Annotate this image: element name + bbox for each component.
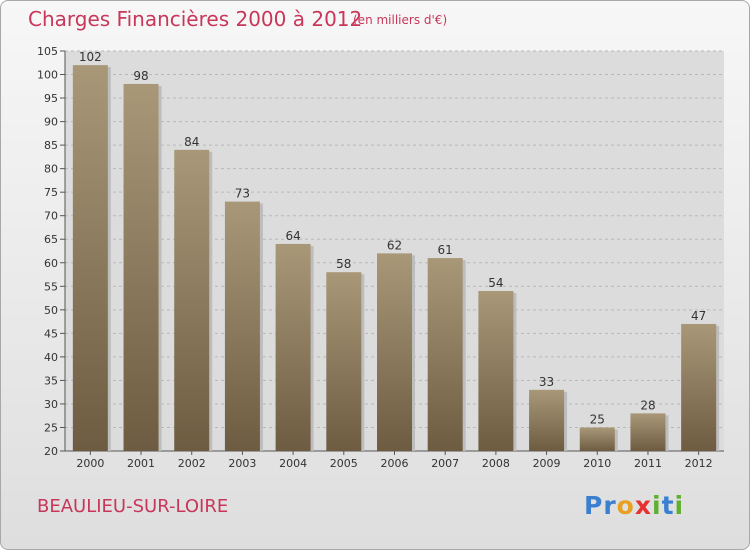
y-tick-label: 60 bbox=[44, 257, 58, 270]
bar bbox=[630, 413, 666, 451]
x-tick-label: 2001 bbox=[127, 457, 155, 470]
y-tick-label: 55 bbox=[44, 280, 58, 293]
bar-value-label: 64 bbox=[285, 229, 300, 243]
x-tick-label: 2012 bbox=[685, 457, 713, 470]
bar-value-label: 58 bbox=[336, 257, 351, 271]
chart-title: Charges Financières 2000 à 2012 bbox=[28, 7, 363, 31]
bar-value-label: 102 bbox=[79, 50, 102, 64]
logo-letter: i bbox=[674, 491, 685, 520]
y-tick-label: 30 bbox=[44, 398, 58, 411]
y-tick-label: 35 bbox=[44, 374, 58, 387]
y-tick-label: 20 bbox=[44, 445, 58, 458]
bar-value-label: 47 bbox=[691, 309, 706, 323]
bar-value-label: 25 bbox=[590, 412, 605, 426]
bar bbox=[174, 149, 210, 451]
x-tick-label: 2004 bbox=[279, 457, 307, 470]
x-tick-label: 2011 bbox=[634, 457, 662, 470]
bar-value-label: 98 bbox=[133, 69, 148, 83]
x-tick-label: 2005 bbox=[330, 457, 358, 470]
bar-value-label: 28 bbox=[640, 398, 655, 412]
bar bbox=[681, 323, 717, 451]
y-tick-label: 80 bbox=[44, 163, 58, 176]
logo-letter: t bbox=[661, 491, 675, 520]
x-tick-label: 2006 bbox=[381, 457, 409, 470]
bar bbox=[579, 427, 615, 451]
y-tick-label: 65 bbox=[44, 233, 58, 246]
x-tick-label: 2010 bbox=[583, 457, 611, 470]
x-tick-label: 2002 bbox=[178, 457, 206, 470]
y-tick-label: 95 bbox=[44, 92, 58, 105]
logo-letter: o bbox=[616, 491, 635, 520]
x-tick-label: 2007 bbox=[431, 457, 459, 470]
x-tick-label: 2000 bbox=[76, 457, 104, 470]
bar bbox=[72, 65, 108, 451]
bar bbox=[478, 291, 514, 451]
y-tick-label: 100 bbox=[37, 69, 58, 82]
bar-value-label: 84 bbox=[184, 135, 199, 149]
bar bbox=[427, 258, 463, 451]
y-tick-label: 90 bbox=[44, 116, 58, 129]
y-tick-label: 85 bbox=[44, 139, 58, 152]
bar-value-label: 33 bbox=[539, 375, 554, 389]
bar-value-label: 54 bbox=[488, 276, 503, 290]
bar-value-label: 73 bbox=[235, 187, 250, 201]
y-tick-label: 45 bbox=[44, 327, 58, 340]
y-tick-label: 105 bbox=[37, 45, 58, 58]
bar bbox=[377, 253, 412, 451]
bar-value-label: 61 bbox=[438, 243, 453, 257]
x-tick-label: 2003 bbox=[228, 457, 256, 470]
bar bbox=[529, 389, 565, 451]
logo-letter: P bbox=[584, 491, 604, 520]
y-tick-label: 50 bbox=[44, 304, 58, 317]
bar bbox=[275, 243, 311, 451]
y-tick-label: 70 bbox=[44, 210, 58, 223]
chart-subtitle: (en milliers d'€) bbox=[353, 13, 448, 27]
logo-letter: i bbox=[652, 491, 662, 520]
y-tick-label: 75 bbox=[44, 186, 58, 199]
bar bbox=[224, 201, 260, 451]
proxiti-logo: Proxiti bbox=[584, 491, 684, 520]
y-tick-label: 40 bbox=[44, 351, 58, 364]
bar-value-label: 62 bbox=[387, 238, 402, 252]
x-tick-label: 2008 bbox=[482, 457, 510, 470]
bar bbox=[326, 272, 362, 451]
y-tick-label: 25 bbox=[44, 421, 58, 434]
logo-letter: x bbox=[634, 491, 652, 520]
bar bbox=[123, 83, 159, 452]
commune-name: BEAULIEU-SUR-LOIRE bbox=[37, 496, 229, 517]
x-tick-label: 2009 bbox=[533, 457, 561, 470]
logo-letter: r bbox=[603, 491, 617, 520]
